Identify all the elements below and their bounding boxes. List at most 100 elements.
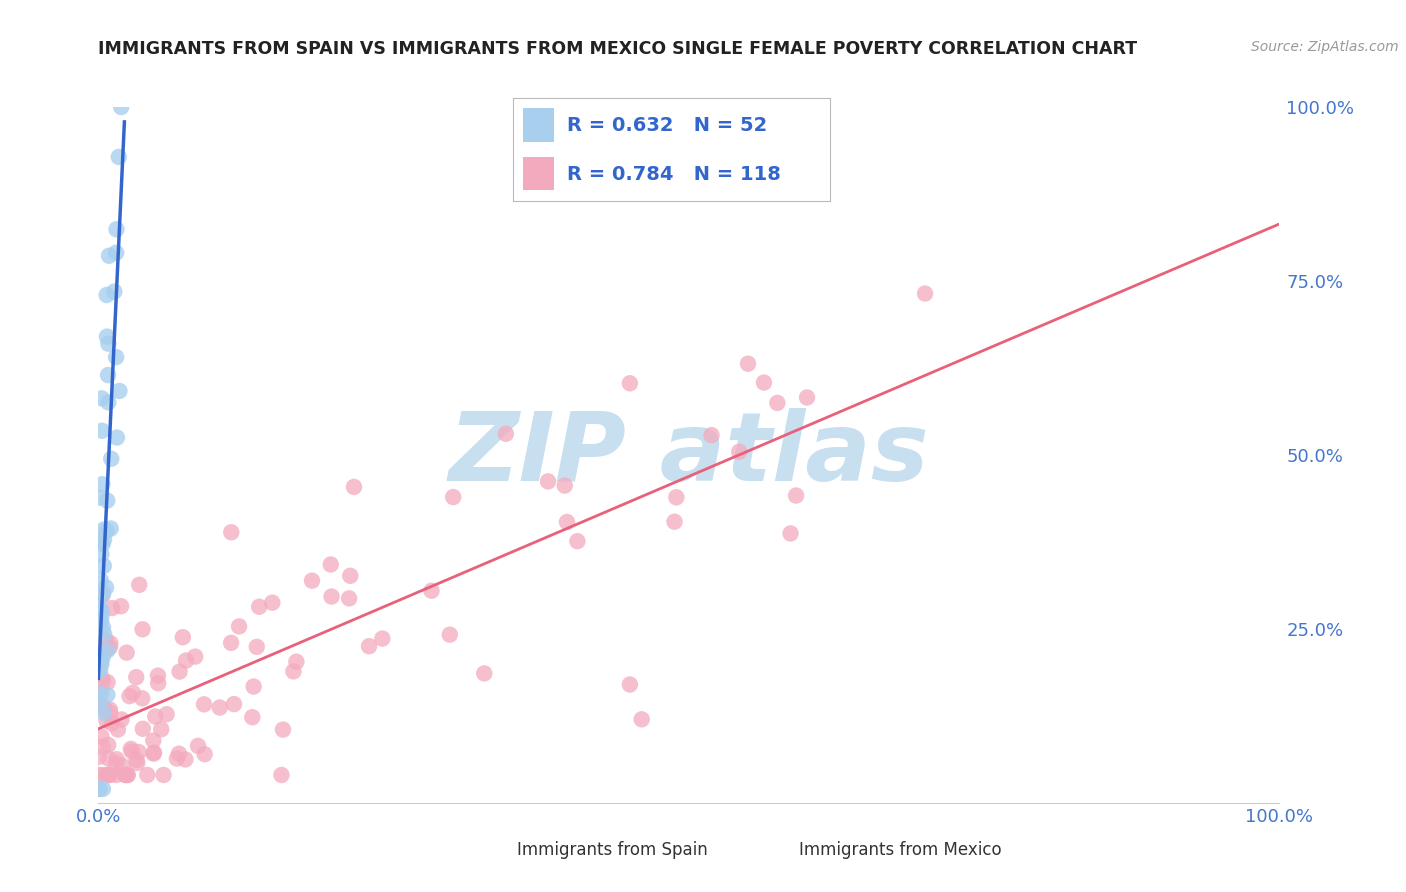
Point bbox=[93, 558, 115, 573]
Point bbox=[91, 586, 114, 600]
Point bbox=[94, 642, 117, 657]
Point bbox=[91, 620, 114, 634]
Point bbox=[94, 633, 117, 648]
Point bbox=[110, 713, 132, 727]
Point bbox=[105, 350, 128, 364]
Point bbox=[87, 750, 110, 764]
Point bbox=[97, 675, 120, 690]
Point bbox=[93, 533, 115, 547]
Point bbox=[321, 590, 343, 604]
Point bbox=[208, 700, 231, 714]
Point bbox=[97, 368, 120, 383]
Point bbox=[283, 665, 305, 679]
Point bbox=[89, 781, 111, 796]
Point bbox=[166, 751, 188, 765]
Point bbox=[100, 522, 122, 536]
Point bbox=[96, 688, 118, 702]
Point bbox=[128, 578, 150, 592]
Point bbox=[131, 691, 153, 706]
Point bbox=[766, 396, 789, 410]
Point bbox=[146, 668, 169, 682]
Point bbox=[121, 744, 143, 758]
Point bbox=[96, 329, 118, 343]
Point bbox=[87, 781, 110, 796]
Point bbox=[87, 700, 110, 714]
Point bbox=[219, 525, 242, 540]
Point bbox=[98, 768, 121, 782]
Point bbox=[752, 376, 775, 390]
Point bbox=[97, 395, 120, 409]
Point bbox=[142, 747, 165, 761]
Point bbox=[152, 768, 174, 782]
Point bbox=[222, 697, 245, 711]
Point bbox=[98, 640, 121, 655]
Point bbox=[105, 245, 128, 260]
Point bbox=[262, 596, 284, 610]
Point bbox=[91, 477, 114, 491]
Text: Immigrants from Spain: Immigrants from Spain bbox=[517, 841, 709, 859]
Point bbox=[96, 714, 118, 728]
Point bbox=[103, 285, 125, 299]
Point bbox=[100, 636, 122, 650]
Point bbox=[150, 723, 173, 737]
Point bbox=[89, 591, 111, 605]
Point bbox=[114, 768, 136, 782]
Point bbox=[87, 781, 110, 796]
Point bbox=[90, 547, 112, 561]
Point bbox=[117, 768, 139, 782]
Point bbox=[167, 747, 190, 761]
Point bbox=[125, 670, 148, 684]
Point bbox=[90, 686, 112, 700]
Point bbox=[128, 745, 150, 759]
Point bbox=[785, 489, 807, 503]
Point bbox=[107, 150, 129, 164]
Point bbox=[91, 588, 114, 602]
Point bbox=[246, 640, 269, 654]
Point bbox=[472, 666, 495, 681]
Point bbox=[90, 573, 112, 587]
Point bbox=[169, 665, 191, 679]
Point bbox=[97, 336, 120, 351]
Point bbox=[100, 716, 122, 731]
Point bbox=[270, 768, 292, 782]
Point bbox=[98, 249, 121, 263]
Point bbox=[100, 451, 122, 466]
Point bbox=[91, 650, 114, 665]
Point bbox=[96, 643, 118, 657]
Text: ZIP atlas: ZIP atlas bbox=[449, 409, 929, 501]
Point bbox=[91, 651, 114, 665]
Point bbox=[93, 523, 115, 537]
Point bbox=[87, 696, 110, 710]
Point bbox=[420, 583, 443, 598]
Text: R = 0.784   N = 118: R = 0.784 N = 118 bbox=[567, 164, 780, 184]
Point bbox=[118, 689, 141, 703]
Point bbox=[301, 574, 323, 588]
Point bbox=[371, 632, 394, 646]
Point bbox=[93, 700, 115, 714]
Point bbox=[97, 738, 120, 752]
Point bbox=[91, 781, 114, 796]
Point bbox=[441, 490, 464, 504]
Point bbox=[87, 491, 110, 505]
Point bbox=[567, 534, 589, 549]
Point bbox=[105, 222, 128, 236]
Point bbox=[90, 615, 112, 629]
Point bbox=[90, 730, 112, 744]
Point bbox=[91, 424, 114, 438]
Point bbox=[110, 100, 132, 114]
Point bbox=[105, 768, 128, 782]
Point bbox=[89, 664, 111, 678]
Point bbox=[91, 674, 114, 689]
Text: Source: ZipAtlas.com: Source: ZipAtlas.com bbox=[1251, 40, 1399, 54]
Point bbox=[187, 739, 209, 753]
Point bbox=[90, 603, 112, 617]
Point bbox=[146, 676, 169, 690]
Point bbox=[174, 654, 197, 668]
Point bbox=[184, 649, 207, 664]
Point bbox=[174, 752, 197, 766]
Point bbox=[90, 648, 112, 663]
Point bbox=[108, 384, 131, 398]
Point bbox=[115, 646, 138, 660]
Point bbox=[90, 657, 112, 672]
Point bbox=[242, 680, 264, 694]
